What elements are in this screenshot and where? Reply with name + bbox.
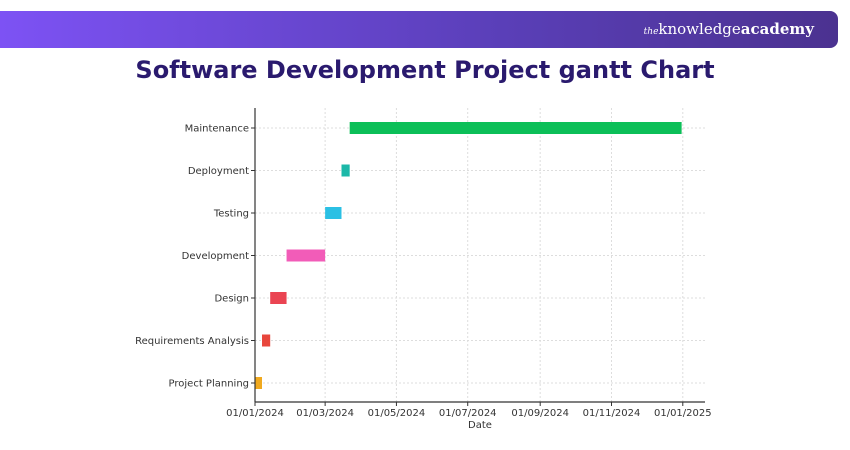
x-tick-label: 01/09/2024 xyxy=(511,408,569,419)
header-banner: theknowledgeacademy xyxy=(0,11,838,48)
x-tick-label: 01/01/2025 xyxy=(654,408,712,419)
brand-light: knowledge xyxy=(658,20,741,38)
task-bar-development xyxy=(286,249,326,262)
task-bar-design xyxy=(270,292,287,304)
task-label: Project Planning xyxy=(169,379,249,390)
task-bar-testing xyxy=(325,207,342,219)
x-tick-label: 01/05/2024 xyxy=(368,408,426,419)
brand-bold: academy xyxy=(740,20,814,38)
task-label: Design xyxy=(214,294,249,305)
x-tick-label: 01/03/2024 xyxy=(296,408,354,419)
page-title: Software Development Project gantt Chart xyxy=(135,56,715,84)
x-tick-label: 01/01/2024 xyxy=(226,408,284,419)
task-label: Maintenance xyxy=(185,124,249,135)
task-label: Requirements Analysis xyxy=(135,336,249,347)
task-bar-maintenance xyxy=(349,122,682,134)
task-label: Development xyxy=(182,251,249,262)
task-bar-deployment xyxy=(341,164,350,177)
brand-small: the xyxy=(643,27,659,37)
task-label: Deployment xyxy=(188,166,249,177)
task-bar-project-planning xyxy=(255,377,263,389)
task-label: Testing xyxy=(213,209,249,220)
task-bar-requirements-analysis xyxy=(262,334,271,347)
brand-logo: theknowledgeacademy xyxy=(644,20,814,38)
x-tick-label: 01/07/2024 xyxy=(439,408,497,419)
x-tick-label: 01/11/2024 xyxy=(583,408,641,419)
x-axis-label: Date xyxy=(468,420,492,431)
